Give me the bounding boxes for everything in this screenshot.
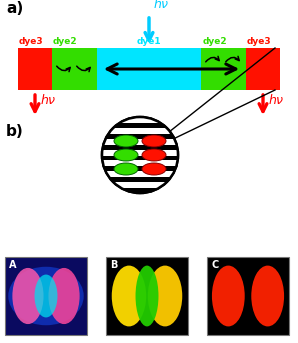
Text: B: B [110, 260, 117, 270]
Bar [18, 48, 52, 90]
Text: b): b) [6, 124, 24, 139]
Bar [102, 117, 178, 123]
Bar [106, 257, 188, 335]
Ellipse shape [13, 268, 44, 324]
Ellipse shape [136, 265, 159, 327]
Bar [102, 171, 178, 177]
Ellipse shape [142, 149, 166, 161]
Bar [97, 48, 201, 90]
Ellipse shape [49, 268, 80, 324]
Ellipse shape [112, 265, 146, 327]
Text: a): a) [6, 1, 23, 16]
Text: $h\nu$: $h\nu$ [268, 93, 285, 107]
Bar [102, 123, 178, 128]
Bar [102, 188, 178, 193]
Text: C: C [211, 260, 218, 270]
Text: A: A [9, 260, 16, 270]
Bar [102, 112, 178, 117]
Circle shape [102, 117, 178, 193]
Text: dye3: dye3 [247, 37, 271, 46]
Bar [201, 48, 246, 90]
Text: dye3: dye3 [19, 37, 44, 46]
Text: $h\nu$: $h\nu$ [153, 0, 170, 11]
Bar [102, 182, 178, 188]
Bar [102, 101, 178, 106]
Ellipse shape [114, 149, 138, 161]
Bar [102, 161, 178, 166]
Text: $h\nu$: $h\nu$ [40, 93, 57, 107]
Bar [102, 145, 178, 150]
Text: dye2: dye2 [203, 37, 228, 46]
Ellipse shape [114, 135, 138, 147]
Ellipse shape [142, 163, 166, 175]
Ellipse shape [251, 265, 284, 327]
FancyArrowPatch shape [77, 66, 90, 72]
Text: dye1: dye1 [137, 37, 161, 46]
Text: dye2: dye2 [53, 37, 77, 46]
Ellipse shape [8, 267, 84, 325]
Bar [246, 48, 280, 90]
Ellipse shape [142, 135, 166, 147]
Bar [102, 177, 178, 182]
Bar [207, 257, 289, 335]
Bar [102, 128, 178, 134]
Bar [102, 95, 178, 101]
Ellipse shape [114, 163, 138, 175]
Ellipse shape [212, 265, 245, 327]
Ellipse shape [148, 265, 182, 327]
FancyArrowPatch shape [57, 66, 70, 72]
Bar [102, 150, 178, 155]
FancyArrowPatch shape [206, 56, 219, 62]
Bar [102, 139, 178, 145]
Bar [102, 134, 178, 139]
Bar [5, 257, 87, 335]
Bar [102, 155, 178, 161]
Bar [102, 166, 178, 171]
Bar [102, 106, 178, 112]
FancyArrowPatch shape [226, 56, 239, 62]
Bar [52, 48, 97, 90]
Ellipse shape [35, 274, 58, 318]
